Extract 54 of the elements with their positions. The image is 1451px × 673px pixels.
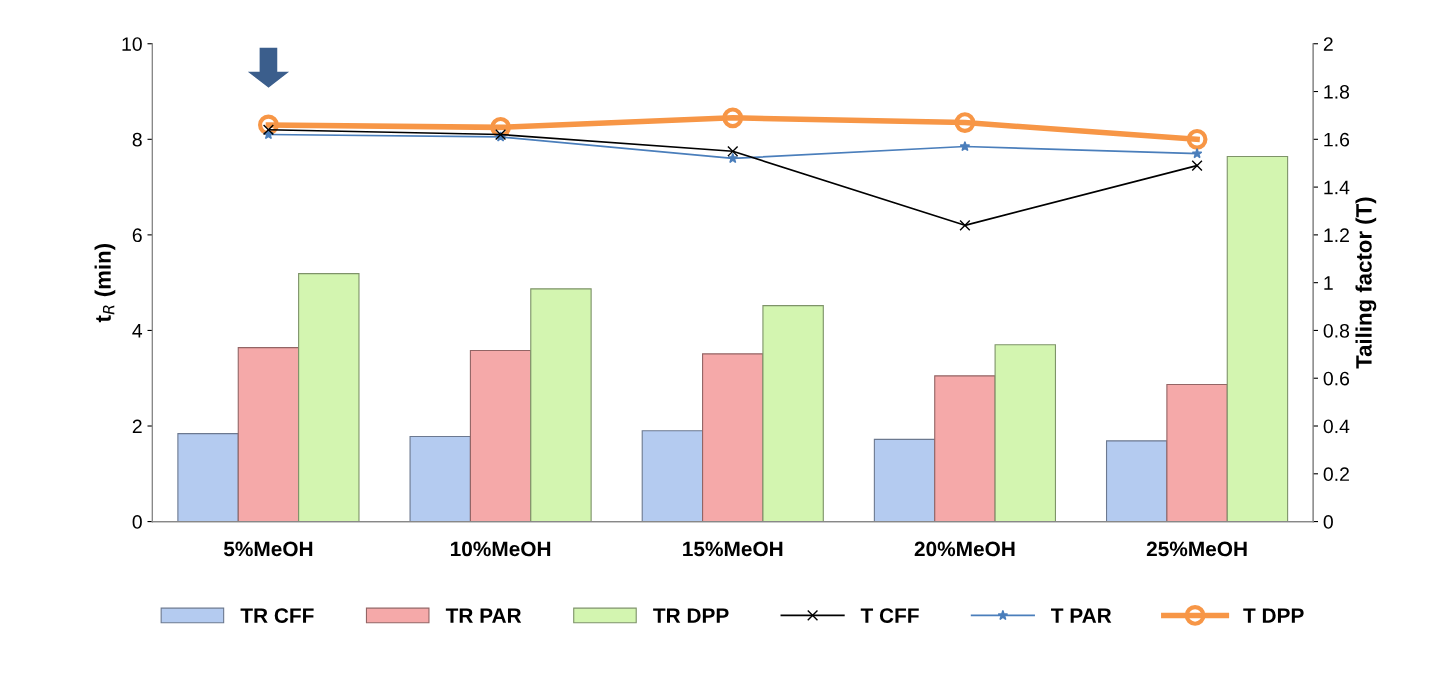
y-tick-label: 10 xyxy=(122,37,142,51)
point xyxy=(1191,148,1203,159)
y2-tick-label: 0 xyxy=(1323,515,1333,529)
bar xyxy=(298,273,360,522)
x-tick-label: 10%MeOH xyxy=(450,541,551,557)
y2-tick-label: 2 xyxy=(1323,37,1333,51)
x-tick-label: 25%MeOH xyxy=(1146,541,1247,557)
y2-tick-label: 0.6 xyxy=(1323,371,1350,386)
legend-label: TR DPP xyxy=(653,608,729,623)
bar xyxy=(1226,155,1289,522)
point xyxy=(1186,128,1208,150)
y2-tick-label: 0.4 xyxy=(1323,419,1350,434)
point xyxy=(727,145,739,157)
y2-axis-title: Tailing factor (T) xyxy=(1355,197,1377,369)
y2-tick-label: 1.6 xyxy=(1324,132,1350,147)
y-tick-label: 4 xyxy=(132,324,143,338)
y-tick-label: 6 xyxy=(132,228,142,243)
point xyxy=(959,219,971,231)
y2-tick-label: 0.8 xyxy=(1323,323,1350,338)
point xyxy=(1191,160,1203,172)
y2-tick-label: 1.2 xyxy=(1324,228,1349,242)
y2-tick-label: 1.8 xyxy=(1324,85,1350,99)
x-tick-label: 20%MeOH xyxy=(914,541,1015,557)
bar xyxy=(934,375,996,522)
bar xyxy=(641,430,704,522)
bar xyxy=(409,435,471,522)
legend-label: TR PAR xyxy=(445,608,522,623)
y2-tick-label: 1.4 xyxy=(1324,180,1350,195)
x-tick-label: 5%MeOH xyxy=(223,541,313,557)
bar xyxy=(1166,383,1228,522)
y2-tick-label: 0.2 xyxy=(1323,467,1349,482)
y2-tick-label: 1 xyxy=(1324,276,1333,290)
bar xyxy=(762,305,824,522)
point xyxy=(722,107,744,129)
bar xyxy=(530,288,592,522)
bar xyxy=(873,438,936,522)
bar xyxy=(994,344,1057,522)
point xyxy=(959,140,971,152)
legend-label: T DPP xyxy=(1243,608,1304,623)
y-tick-label: 0 xyxy=(132,515,142,529)
point xyxy=(727,152,739,164)
y-tick-label: 8 xyxy=(132,132,142,147)
legend-label: TR CFF xyxy=(240,608,314,623)
legend-label: T CFF xyxy=(860,608,919,623)
y-axis-title: t$_{R}$ (min) xyxy=(94,244,116,323)
legend-label: T PAR xyxy=(1051,608,1112,623)
bar xyxy=(702,353,764,522)
bar xyxy=(469,349,532,522)
bar xyxy=(237,347,300,522)
point xyxy=(954,112,976,134)
bar xyxy=(177,433,239,522)
x-tick-label: 15%MeOH xyxy=(683,541,783,557)
bar xyxy=(1105,440,1168,522)
y-tick-label: 2 xyxy=(132,419,142,434)
